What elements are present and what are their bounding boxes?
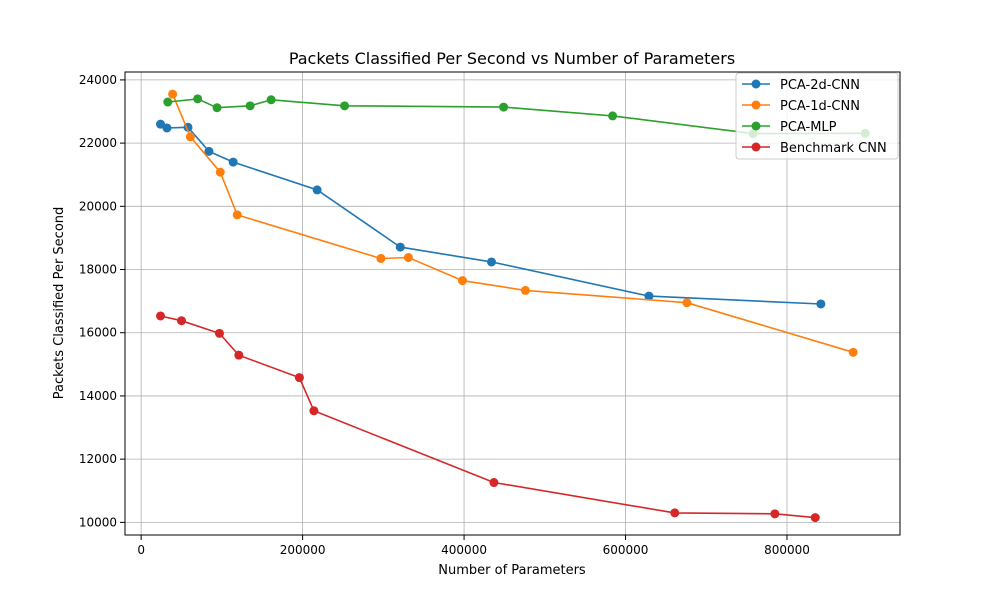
data-point [312,185,322,195]
data-point [457,276,467,286]
data-point [816,299,826,309]
data-point [770,509,780,519]
series-line [160,123,821,305]
grid [125,72,900,535]
plot-frame [124,71,901,536]
series-pca-1d-cnn [168,89,858,357]
y-tick-label: 24000 [79,73,117,87]
data-point [228,157,238,167]
legend-marker [751,79,761,89]
data-point [204,146,214,156]
legend-label: PCA-1d-CNN [780,99,860,114]
legend-marker [751,100,761,110]
x-tick-label: 600000 [603,543,649,557]
data-point [644,291,654,301]
data-point [266,95,276,105]
data-point [185,132,195,142]
data-point [212,103,222,113]
data-point [309,406,319,416]
x-tick-label: 800000 [764,543,810,557]
y-tick-label: 10000 [79,515,117,529]
legend-label: PCA-MLP [780,120,837,135]
data-point [682,298,692,308]
y-tick-label: 22000 [79,136,117,150]
data-point [245,101,255,111]
data-point [499,102,509,112]
data-point [234,350,244,360]
data-point [214,328,224,338]
data-point [608,111,618,121]
series-line [160,315,816,519]
data-point [168,89,178,99]
y-tick-label: 16000 [79,326,117,340]
data-point [193,94,203,104]
y-tick-label: 12000 [79,452,117,466]
data-point [294,373,304,383]
data-point [162,123,172,133]
series-line [171,93,854,354]
chart-title: Packets Classified Per Second vs Number … [289,49,735,68]
legend-box [735,72,899,160]
x-tick-label: 400000 [441,543,487,557]
legend-marker [751,121,761,131]
data-point [670,508,680,518]
data-point [156,311,166,321]
x-tick-label: 200000 [280,543,326,557]
data-point [163,97,173,107]
data-point [489,478,499,488]
x-axis-label: Number of Parameters [438,563,586,578]
y-axis-label: Packets Classified Per Second [52,207,67,400]
data-point [232,210,242,220]
legend: PCA-2d-CNN PCA-1d-CNN PCA-MLP Benchmark CNN [735,72,899,160]
y-tick-label: 20000 [79,199,117,213]
y-tick-label: 14000 [79,389,117,403]
data-point [487,257,497,267]
data-point [340,101,350,111]
data-point [848,347,858,357]
legend-label: Benchmark CNN [780,141,887,156]
series-benchmark-cnn [156,311,820,523]
series-line [167,98,866,135]
y-tick-label: 18000 [79,263,117,277]
data-point [810,513,820,523]
data-point [177,316,187,326]
data-point [395,242,405,252]
series-layer [156,89,870,523]
x-tick-label: 0 [137,543,145,557]
data-point [376,253,386,263]
legend-marker [751,142,761,152]
legend-label: PCA-2d-CNN [780,78,860,93]
data-point [520,285,530,295]
data-point [403,253,413,263]
ticks: 0 200000 400000 600000 800000 10000 12000 14000… [79,73,810,557]
data-point [215,167,225,177]
series-pca-2d-cnn [156,119,826,309]
